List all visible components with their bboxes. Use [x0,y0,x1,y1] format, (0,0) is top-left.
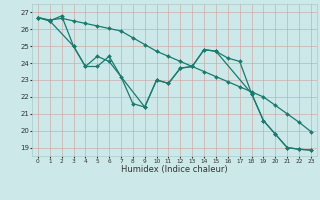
X-axis label: Humidex (Indice chaleur): Humidex (Indice chaleur) [121,165,228,174]
